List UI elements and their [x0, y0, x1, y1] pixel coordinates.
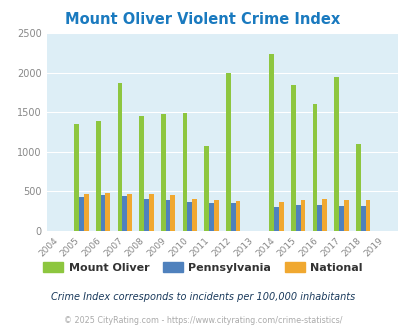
Bar: [213, 200, 218, 231]
Bar: [312, 104, 317, 231]
Bar: [338, 207, 343, 231]
Bar: [364, 200, 369, 231]
Bar: [122, 196, 127, 231]
Text: © 2025 CityRating.com - https://www.cityrating.com/crime-statistics/: © 2025 CityRating.com - https://www.city…: [64, 316, 341, 325]
Bar: [269, 53, 273, 231]
Text: Mount Oliver Violent Crime Index: Mount Oliver Violent Crime Index: [65, 12, 340, 26]
Bar: [278, 202, 283, 231]
Bar: [334, 77, 338, 231]
Bar: [144, 199, 148, 231]
Bar: [165, 200, 170, 231]
Bar: [360, 207, 364, 231]
Bar: [127, 194, 132, 231]
Bar: [317, 205, 322, 231]
Bar: [295, 205, 300, 231]
Bar: [273, 207, 278, 231]
Bar: [74, 124, 79, 231]
Bar: [204, 146, 209, 231]
Bar: [105, 193, 110, 231]
Bar: [235, 201, 240, 231]
Bar: [182, 113, 187, 231]
Bar: [160, 114, 165, 231]
Bar: [187, 202, 192, 231]
Bar: [83, 194, 88, 231]
Bar: [209, 203, 213, 231]
Bar: [148, 194, 153, 231]
Bar: [117, 83, 122, 231]
Bar: [343, 200, 348, 231]
Bar: [170, 195, 175, 231]
Bar: [100, 195, 105, 231]
Bar: [322, 199, 326, 231]
Text: Crime Index corresponds to incidents per 100,000 inhabitants: Crime Index corresponds to incidents per…: [51, 292, 354, 302]
Bar: [96, 121, 100, 231]
Bar: [290, 85, 295, 231]
Bar: [230, 203, 235, 231]
Legend: Mount Oliver, Pennsylvania, National: Mount Oliver, Pennsylvania, National: [39, 258, 366, 278]
Bar: [355, 144, 360, 231]
Bar: [192, 199, 196, 231]
Bar: [139, 116, 144, 231]
Bar: [79, 197, 83, 231]
Bar: [300, 200, 305, 231]
Bar: [226, 73, 230, 231]
